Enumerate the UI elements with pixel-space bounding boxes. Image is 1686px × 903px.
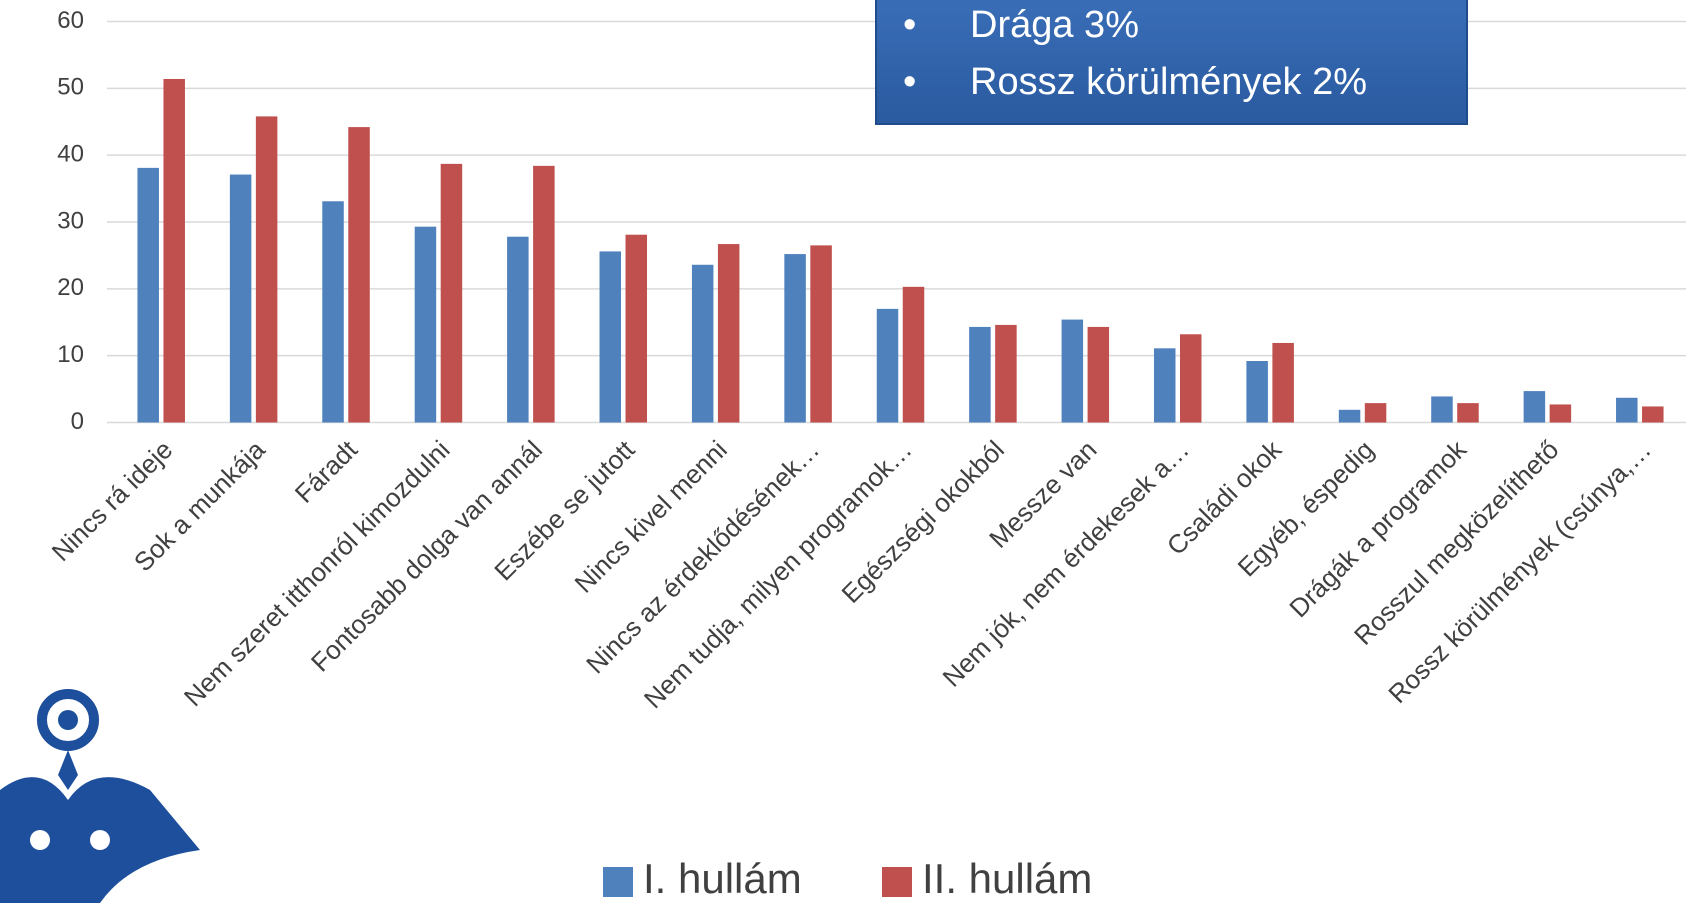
bar — [599, 251, 622, 423]
legend-label: II. hullám — [922, 855, 1092, 902]
bar — [784, 254, 806, 423]
bar — [969, 326, 991, 423]
bar — [625, 234, 648, 423]
y-tick-label: 30 — [57, 207, 84, 234]
bar — [1246, 361, 1268, 423]
legend-swatch — [603, 867, 633, 897]
bar — [995, 324, 1017, 423]
bar — [717, 244, 740, 423]
bullet: • — [903, 4, 916, 46]
bar — [1338, 409, 1361, 423]
bar — [1179, 334, 1202, 423]
bar — [902, 286, 925, 423]
x-tick-label: Egészségi okokból — [835, 434, 1010, 609]
legend-label: I. hullám — [643, 855, 802, 902]
bar — [163, 78, 185, 423]
bar — [691, 264, 714, 423]
legend-swatch — [882, 867, 912, 897]
bar — [810, 245, 832, 423]
text-box-bg — [875, 0, 1468, 125]
y-tick-label: 20 — [57, 274, 84, 301]
bar — [507, 236, 529, 423]
bar — [1457, 403, 1479, 423]
bar — [414, 226, 437, 423]
bar — [440, 163, 463, 423]
bar — [533, 165, 555, 423]
bar — [322, 201, 344, 423]
bar — [1364, 403, 1387, 423]
x-tick-label: Fáradt — [289, 434, 364, 509]
y-tick-label: 60 — [57, 7, 84, 34]
bar — [1616, 397, 1638, 423]
bullet: • — [903, 61, 916, 103]
bar — [1061, 319, 1084, 423]
bar — [1153, 348, 1176, 423]
bar — [255, 116, 278, 423]
logo — [0, 689, 200, 903]
bar — [1431, 396, 1453, 423]
x-tick-label: Drágák a programok — [1283, 434, 1473, 624]
bar — [1087, 326, 1110, 423]
bar — [229, 174, 252, 423]
bar — [137, 167, 159, 423]
y-tick-label: 0 — [71, 408, 84, 435]
bar — [1549, 404, 1572, 423]
bar — [876, 308, 899, 423]
y-tick-label: 40 — [57, 141, 84, 168]
bar — [348, 127, 370, 423]
bar — [1523, 391, 1546, 423]
bar — [1272, 342, 1294, 423]
annotation: Drága 3% — [970, 4, 1139, 46]
annotation: Rossz körülmények 2% — [970, 61, 1367, 103]
y-tick-label: 10 — [57, 341, 84, 368]
text-box: • Drága 3% • Rossz körülmények 2% — [875, 0, 1468, 125]
y-tick-label: 50 — [57, 74, 84, 101]
bar — [1642, 406, 1664, 423]
